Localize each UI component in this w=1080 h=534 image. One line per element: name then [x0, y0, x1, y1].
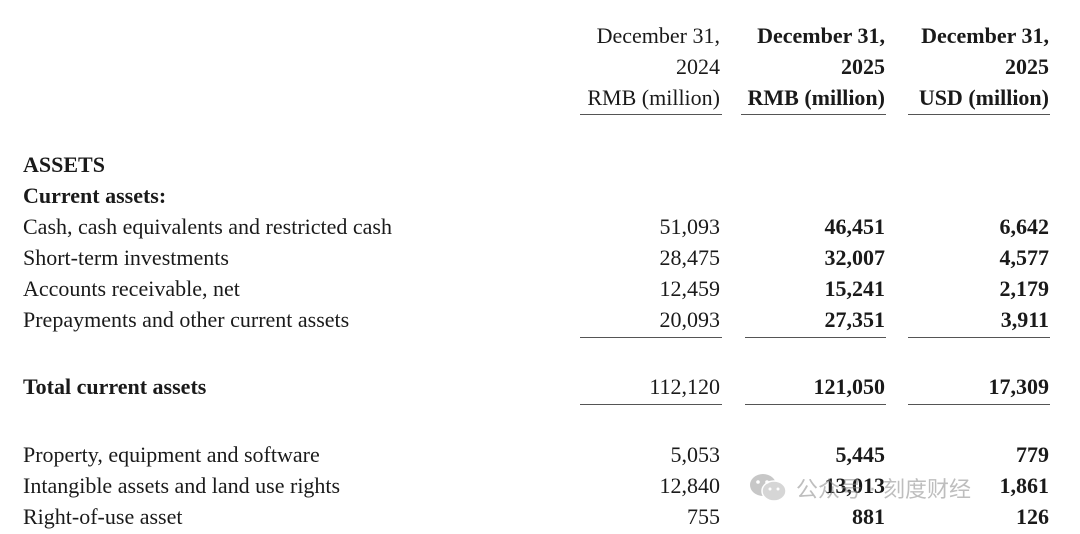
value-2025-usd: 3,911 — [1000, 307, 1049, 332]
subtotal-divider — [745, 337, 886, 338]
column-header-2024-rmb: December 31, 2024 RMB (million) — [587, 20, 720, 113]
value-2024-rmb: 12,840 — [659, 473, 721, 498]
total-divider — [908, 404, 1050, 405]
subsection-title: Current assets: — [23, 183, 167, 208]
total-2025-usd: 17,309 — [988, 374, 1050, 399]
total-2024-rmb: 112,120 — [649, 374, 720, 399]
total-divider — [580, 404, 722, 405]
subsection-title-row: Current assets: — [0, 180, 1080, 211]
row-label: Intangible assets and land use rights — [23, 473, 341, 498]
column-header-line: RMB (million) — [587, 85, 720, 110]
header-divider — [580, 114, 722, 115]
value-2025-usd: 6,642 — [999, 214, 1050, 239]
value-2025-usd: 779 — [1016, 442, 1049, 467]
column-header-line: 2024 — [676, 54, 720, 79]
row-label: Property, equipment and software — [23, 442, 320, 467]
value-2024-rmb: 51,093 — [659, 214, 721, 239]
value-2025-rmb: 46,451 — [824, 214, 886, 239]
table-row: Right-of-use asset 755 881 126 — [0, 501, 1080, 532]
header-divider — [908, 114, 1050, 115]
header-divider — [741, 114, 886, 115]
total-label: Total current assets — [23, 374, 207, 399]
row-label: Right-of-use asset — [23, 504, 183, 529]
section-title-row: ASSETS — [0, 149, 1080, 180]
value-2025-usd: 4,577 — [999, 245, 1050, 270]
value-2025-rmb: 13,013 — [824, 473, 886, 498]
table-row: Accounts receivable, net 12,459 15,241 2… — [0, 273, 1080, 304]
row-label: Accounts receivable, net — [23, 276, 240, 301]
value-2024-rmb: 755 — [687, 504, 720, 529]
table-row: Cash, cash equivalents and restricted ca… — [0, 211, 1080, 242]
value-2025-rmb: 15,241 — [824, 276, 886, 301]
value-2025-usd: 1,861 — [999, 473, 1050, 498]
row-label: Short-term investments — [23, 245, 229, 270]
total-divider — [745, 404, 886, 405]
column-header-line: December 31, — [596, 23, 720, 48]
row-label: Cash, cash equivalents and restricted ca… — [23, 214, 392, 239]
column-header-line: USD (million) — [918, 85, 1049, 110]
value-2025-rmb: 5,445 — [835, 442, 886, 467]
value-2025-usd: 2,179 — [999, 276, 1050, 301]
watermark-text: 公众号 · 刻度财经 — [796, 478, 971, 503]
table-row: Property, equipment and software 5,053 5… — [0, 439, 1080, 470]
value-2024-rmb: 5,053 — [670, 442, 721, 467]
value-2025-usd: 126 — [1016, 504, 1049, 529]
total-row: Total current assets 112,120 121,050 17,… — [0, 371, 1080, 402]
table-row: Intangible assets and land use rights 12… — [0, 470, 1080, 501]
value-2024-rmb: 12,459 — [659, 276, 721, 301]
table-row: Short-term investments 28,475 32,007 4,5… — [0, 242, 1080, 273]
total-2025-rmb: 121,050 — [813, 374, 886, 399]
value-2025-rmb: 32,007 — [824, 245, 886, 270]
column-header-line: December 31, — [757, 23, 885, 48]
wechat-icon — [748, 471, 788, 505]
section-title: ASSETS — [23, 152, 105, 177]
column-header-line: 2025 — [1005, 54, 1049, 79]
value-2025-rmb: 881 — [852, 504, 885, 529]
value-2025-rmb: 27,351 — [824, 307, 886, 332]
value-2024-rmb: 28,475 — [659, 245, 721, 270]
column-header-line: RMB (million) — [747, 85, 886, 110]
table-row: Prepayments and other current assets 20,… — [0, 304, 1080, 335]
subtotal-divider — [908, 337, 1050, 338]
subtotal-divider — [580, 337, 722, 338]
watermark: 公众号 · 刻度财经 — [748, 470, 971, 506]
column-header-line: 2025 — [841, 54, 885, 79]
column-header-2025-usd: December 31, 2025 USD (million) — [919, 20, 1049, 113]
value-2024-rmb: 20,093 — [659, 307, 721, 332]
column-header-line: December 31, — [921, 23, 1049, 48]
column-header-2025-rmb: December 31, 2025 RMB (million) — [748, 20, 886, 113]
row-label: Prepayments and other current assets — [23, 307, 350, 332]
